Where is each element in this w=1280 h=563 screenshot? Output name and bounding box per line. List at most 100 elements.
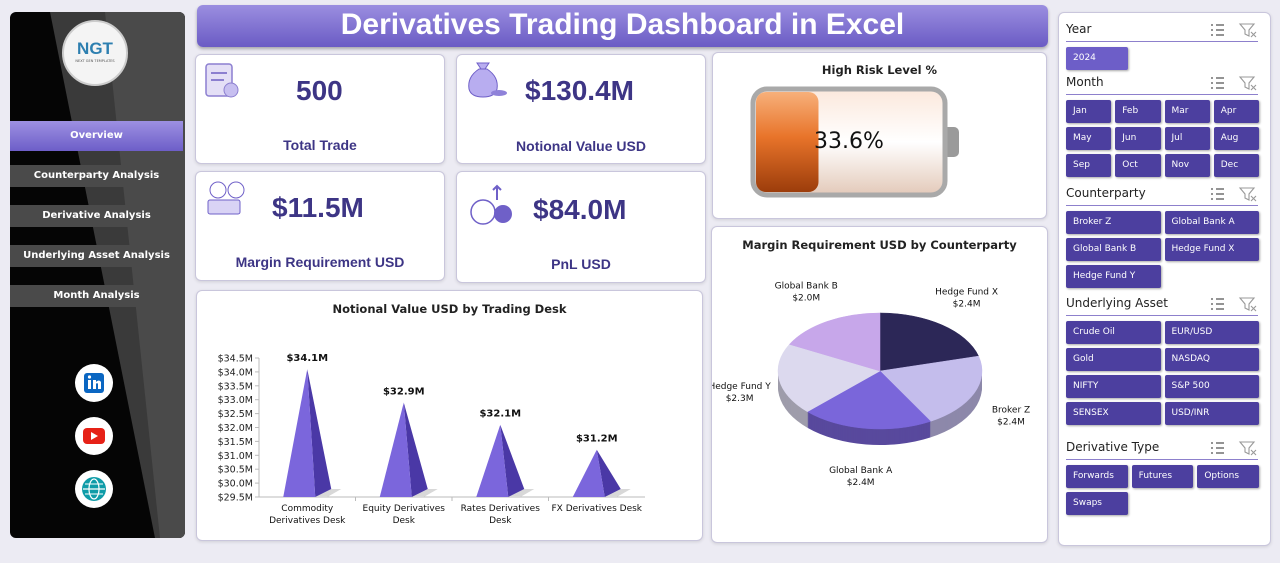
nav-button[interactable]: Overview — [10, 121, 183, 151]
y-tick-label: $33.5M — [218, 381, 253, 392]
slicer-item[interactable]: Gold — [1066, 348, 1161, 371]
y-tick-label: $34.0M — [218, 367, 253, 378]
x-tick-label: FX Derivatives Desk — [551, 504, 643, 514]
y-tick-label: $30.5M — [218, 465, 253, 476]
pie-slice — [806, 370, 932, 430]
pie-label-category: Broker Z — [992, 406, 1030, 416]
slicer-icons — [1211, 76, 1257, 91]
slicer-item[interactable]: Nov — [1164, 154, 1210, 177]
kpi-label: Total Trade — [283, 137, 357, 153]
bar-shadow — [508, 489, 535, 497]
pie-label-category: Hedge Fund Y — [712, 382, 771, 392]
pie-slice — [879, 355, 983, 422]
nav-button[interactable]: Underlying Asset Analysis — [10, 245, 183, 267]
battery-level — [756, 92, 819, 192]
slicer-item[interactable]: Mar — [1164, 100, 1210, 123]
kpi-icon — [207, 181, 245, 215]
x-tick-label: Equity Derivatives Desk — [362, 504, 445, 526]
slicer-item[interactable]: Feb — [1115, 100, 1161, 123]
slicer-item[interactable]: USD/INR — [1164, 402, 1259, 425]
linkedin-glyph — [87, 375, 92, 379]
y-tick-label: $30.0M — [218, 479, 253, 490]
slicer-item[interactable]: Crude Oil — [1066, 321, 1161, 344]
pie-label-value: $2.4M — [953, 300, 981, 310]
slicer-item[interactable]: Options — [1197, 465, 1259, 488]
multi-select-icon[interactable] — [1211, 188, 1224, 200]
slicer-title: Derivative Type — [1066, 440, 1160, 454]
slicer-item[interactable]: May — [1066, 127, 1112, 150]
nav-button[interactable]: Counterparty Analysis — [10, 165, 183, 187]
icon-shape — [476, 62, 490, 70]
nav-button[interactable]: Derivative Analysis — [10, 205, 183, 227]
slicer-item[interactable]: Hedge Fund Y — [1066, 265, 1161, 288]
slicer-item[interactable]: Jul — [1164, 127, 1210, 150]
linkedin-glyph — [93, 380, 101, 389]
icon-shape — [223, 82, 239, 98]
slicer-item[interactable]: Jan — [1066, 100, 1112, 123]
slicer-item[interactable]: Forwards — [1066, 465, 1128, 488]
slicer-item[interactable]: Jun — [1115, 127, 1161, 150]
nav-button[interactable]: Month Analysis — [10, 285, 183, 307]
slicer-divider — [1066, 41, 1258, 42]
kpi-card: $84.0M PnL USD — [456, 171, 706, 283]
icon-shape — [209, 181, 227, 199]
slicer-item[interactable]: Hedge Fund X — [1164, 238, 1259, 261]
slicer-item[interactable]: NIFTY — [1066, 375, 1161, 398]
slicer-item[interactable]: EUR/USD — [1164, 321, 1259, 344]
battery-card: High Risk Level % 33.6% — [712, 52, 1047, 219]
data-label: $34.1M — [286, 353, 328, 364]
slicer-item[interactable]: Oct — [1115, 154, 1161, 177]
linkedin-glyph — [88, 380, 91, 389]
slicer-item[interactable]: Global Bank A — [1164, 211, 1259, 234]
x-tick-label: Commodity Derivatives Desk — [269, 504, 346, 526]
slicer-item[interactable]: Dec — [1213, 154, 1259, 177]
pie-chart: Hedge Fund X $2.4M Broker Z $2.4M Global Ban… — [712, 282, 1030, 489]
slicer-item[interactable]: Aug — [1213, 127, 1259, 150]
slicer-item[interactable]: Futures — [1131, 465, 1194, 488]
kpi-card: $130.4M Notional Value USD — [456, 54, 706, 164]
slicer-divider — [1066, 94, 1258, 95]
y-tick-label: $32.5M — [218, 409, 253, 420]
y-tick-label: $31.0M — [218, 451, 253, 462]
icon-shape — [470, 199, 496, 225]
pie-slice — [788, 312, 881, 372]
pie-label-category: Global Bank B — [775, 282, 838, 292]
bar — [379, 402, 412, 497]
multi-select-icon[interactable] — [1211, 77, 1224, 89]
slicer-icons — [1211, 187, 1257, 202]
bar-chart-card: Notional Value USD by Trading Desk $29.5… — [196, 290, 703, 541]
y-tick-label: $34.5M — [218, 354, 253, 365]
kpi-value: $84.0M — [533, 194, 627, 225]
slicer-item[interactable]: SENSEX — [1066, 402, 1161, 425]
y-tick-label: $31.5M — [218, 437, 253, 448]
logo-text: NGT — [77, 39, 113, 58]
clear-filter-icon[interactable] — [1238, 76, 1257, 91]
slicer-item[interactable]: Swaps — [1066, 492, 1128, 515]
clear-filter-icon[interactable] — [1238, 297, 1257, 312]
multi-select-icon[interactable] — [1211, 298, 1224, 310]
multi-select-icon[interactable] — [1211, 24, 1224, 36]
slicer-item[interactable]: Global Bank B — [1066, 238, 1161, 261]
bar-side — [596, 449, 621, 497]
slicer-item[interactable]: Broker Z — [1066, 211, 1161, 234]
multi-select-icon[interactable] — [1211, 442, 1224, 454]
bar — [283, 369, 316, 497]
slicer-item[interactable]: NASDAQ — [1164, 348, 1259, 371]
clear-filter-icon[interactable] — [1238, 441, 1257, 456]
slicer-item[interactable]: S&P 500 — [1164, 375, 1259, 398]
icon-shape — [492, 184, 502, 200]
slicer-item[interactable]: Sep — [1066, 154, 1112, 177]
logo-subtext: NEXT GEN TEMPLATES — [75, 59, 115, 63]
social-icons — [75, 364, 113, 508]
clear-filter-icon[interactable] — [1238, 187, 1257, 202]
pie-label-value: $2.0M — [792, 294, 820, 304]
kpi-value: 500 — [296, 75, 343, 106]
data-label: $31.2M — [576, 434, 618, 445]
bar-chart: $29.5M $30.0M $30.5M $31.0M $31.5M $32.0M $32.… — [218, 353, 645, 504]
pie-chart-card: Margin Requirement USD by Counterparty H… — [711, 226, 1048, 543]
bar-shadow — [411, 489, 438, 497]
slicer-item[interactable]: 2024 — [1066, 47, 1128, 70]
slicer-item[interactable]: Apr — [1213, 100, 1259, 123]
youtube-glyph — [91, 432, 98, 440]
clear-filter-icon[interactable] — [1238, 23, 1257, 38]
